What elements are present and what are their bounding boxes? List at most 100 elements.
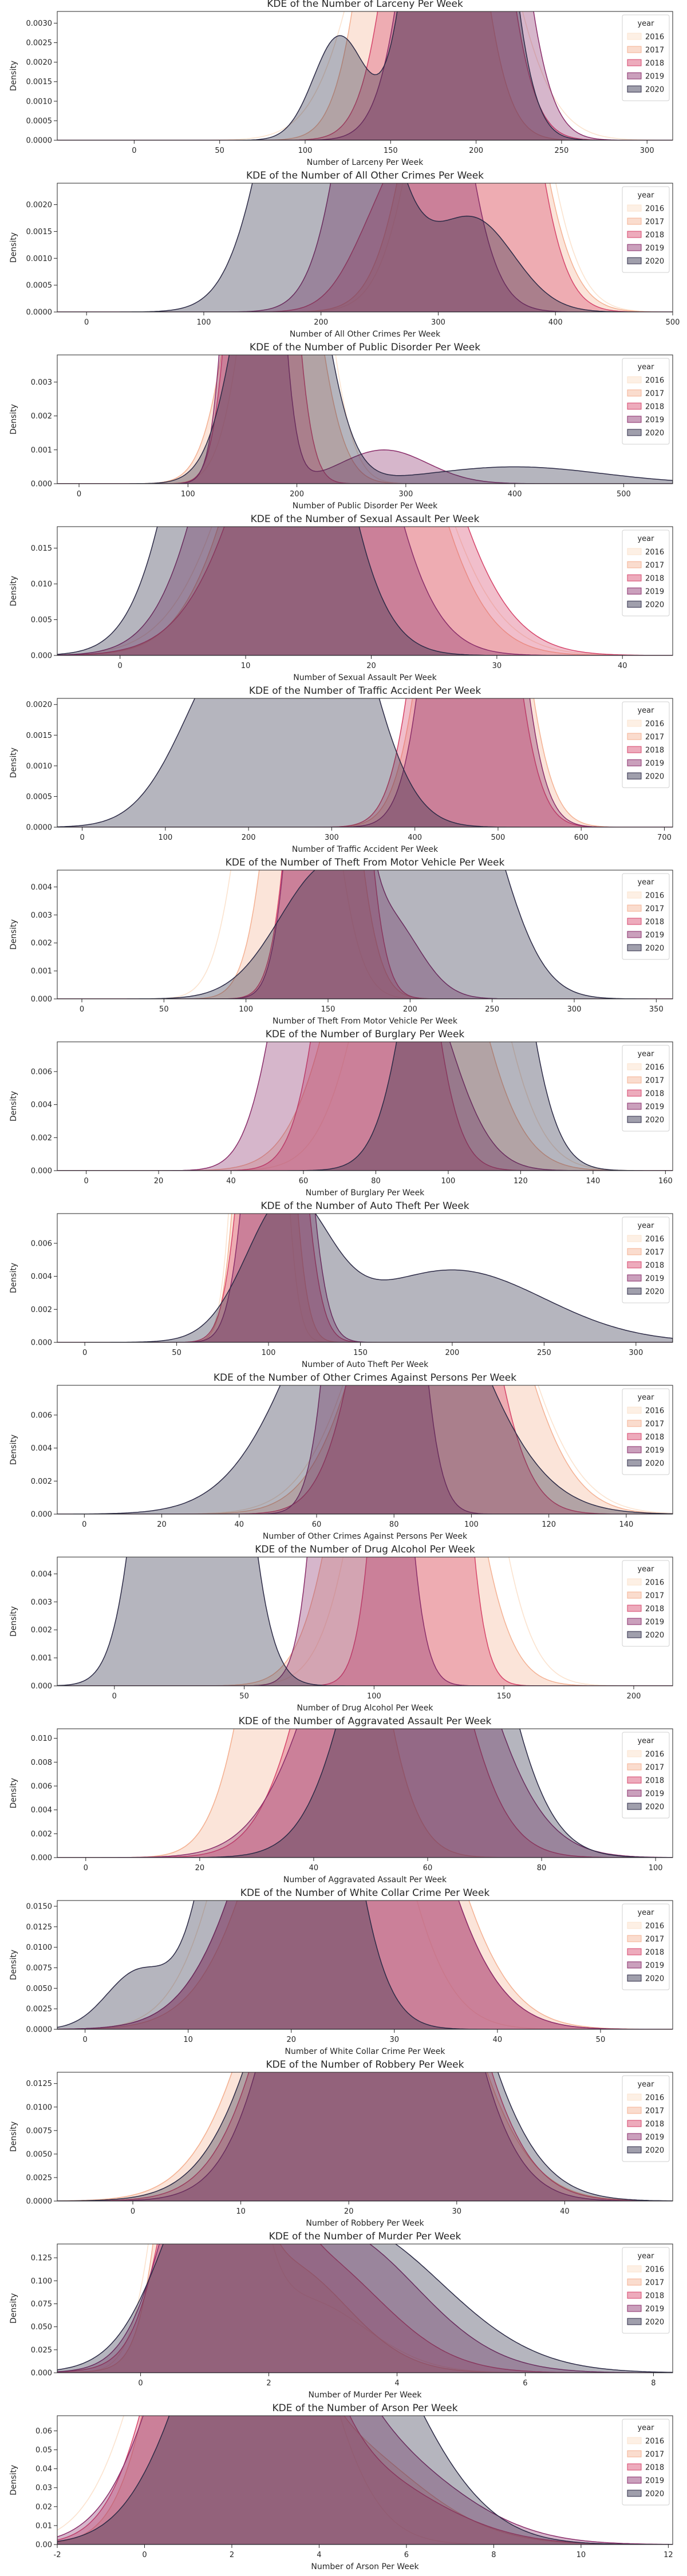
chart-panel: KDE of the Number of Murder Per Week 0 2 4 6… xyxy=(9,2231,673,2400)
chart-panel: KDE of the Number of Public Disorder Per… xyxy=(9,342,673,511)
x-tick-label: 200 xyxy=(445,1349,460,1357)
legend-swatch-2019 xyxy=(627,2305,642,2312)
x-tick-label: 250 xyxy=(554,147,568,155)
y-tick-label: 0.0005 xyxy=(26,117,53,125)
x-axis-label: Number of Theft From Motor Vehicle Per W… xyxy=(273,1017,458,1026)
legend-label-2017: 2017 xyxy=(645,905,664,914)
legend-swatch-2019 xyxy=(627,587,642,595)
legend: year 2016 2017 2018 2019 2020 xyxy=(622,1045,670,1132)
legend-title: year xyxy=(637,2252,654,2261)
x-tick-label: 10 xyxy=(236,2207,246,2216)
kde-curve-2016 xyxy=(57,527,673,655)
legend-label-2020: 2020 xyxy=(645,1288,664,1297)
legend-swatch-2020 xyxy=(627,1631,642,1638)
legend-swatch-2019 xyxy=(627,1789,642,1797)
y-tick-label: 0.0075 xyxy=(26,1964,53,1973)
kde-area-2017 xyxy=(57,1901,673,2029)
legend-label-2020: 2020 xyxy=(645,945,664,953)
plot-frame xyxy=(57,1556,673,1686)
x-tick-label: 50 xyxy=(596,2036,606,2044)
y-tick-label: 0.0075 xyxy=(26,2127,53,2135)
chart-title: KDE of the Number of Larceny Per Week xyxy=(267,0,463,10)
y-tick-label: 0.02 xyxy=(35,2503,52,2511)
x-tick-label: 20 xyxy=(154,1177,164,1186)
legend-swatch-2020 xyxy=(627,1803,642,1810)
series-group xyxy=(57,2072,673,2201)
y-tick-label: 0.025 xyxy=(31,2346,52,2354)
legend-label-2020: 2020 xyxy=(645,1631,664,1640)
legend-label-2017: 2017 xyxy=(645,1249,664,1257)
x-axis-label: Number of Murder Per Week xyxy=(309,2391,423,2400)
y-tick-label: 0.010 xyxy=(31,580,52,589)
x-tick-label: 150 xyxy=(353,1349,368,1357)
legend-label-2020: 2020 xyxy=(645,1803,664,1812)
legend-title: year xyxy=(637,191,654,200)
legend-swatch-2016 xyxy=(627,2093,642,2101)
y-tick-label: 0.008 xyxy=(31,1759,52,1767)
legend-swatch-2018 xyxy=(627,746,642,753)
legend-label-2016: 2016 xyxy=(645,720,664,729)
y-tick-label: 0.0100 xyxy=(26,1943,53,1952)
kde-curve-2016 xyxy=(57,11,673,140)
plot-frame xyxy=(57,1728,673,1858)
legend-label-2018: 2018 xyxy=(645,1605,664,1614)
legend: year 2016 2017 2018 2019 2020 xyxy=(622,1560,670,1647)
x-tick-label: 200 xyxy=(314,318,328,327)
legend-swatch-2020 xyxy=(627,1287,642,1295)
legend-label-2016: 2016 xyxy=(645,892,664,900)
x-axis-label: Number of Sexual Assault Per Week xyxy=(293,673,437,682)
series-group xyxy=(57,1729,673,1858)
legend: year 2016 2017 2018 2019 2020 xyxy=(622,2247,670,2334)
x-tick-label: 100 xyxy=(262,1349,276,1357)
kde-area-2020 xyxy=(57,1901,673,2029)
legend-swatch-2018 xyxy=(627,59,642,66)
kde-area-2020 xyxy=(57,527,673,655)
y-tick-label: 0.0025 xyxy=(26,39,53,48)
x-tick-label: 6 xyxy=(404,2551,409,2559)
x-tick-label: 0 xyxy=(118,662,123,670)
legend-label-2018: 2018 xyxy=(645,918,664,927)
legend-label-2016: 2016 xyxy=(645,1235,664,1244)
legend-swatch-2019 xyxy=(627,1618,642,1625)
x-tick-label: 60 xyxy=(423,1864,433,1872)
legend-label-2016: 2016 xyxy=(645,2266,664,2274)
x-tick-label: 10 xyxy=(183,2036,193,2044)
legend-label-2019: 2019 xyxy=(645,2134,664,2142)
y-tick-label: 0.0025 xyxy=(26,2005,53,2014)
legend-label-2016: 2016 xyxy=(645,377,664,385)
x-tick-label: 120 xyxy=(542,1520,556,1529)
x-tick-label: 500 xyxy=(491,833,506,842)
legend-label-2019: 2019 xyxy=(645,931,664,940)
x-tick-label: 700 xyxy=(657,833,672,842)
legend-swatch-2017 xyxy=(627,561,642,568)
series-group xyxy=(57,698,673,827)
legend: year 2016 2017 2018 2019 2020 xyxy=(622,2419,670,2506)
plot-frame xyxy=(57,1385,673,1515)
legend-label-2018: 2018 xyxy=(645,2292,664,2301)
x-tick-label: 300 xyxy=(629,1349,643,1357)
y-tick-label: 0.0005 xyxy=(26,282,53,290)
y-tick-label: 0.004 xyxy=(31,1444,52,1453)
x-tick-label: -2 xyxy=(54,2551,61,2559)
legend-title: year xyxy=(637,2424,654,2432)
y-tick-label: 0.0000 xyxy=(26,2198,53,2206)
y-tick-label: 0.002 xyxy=(31,939,52,948)
legend-swatch-2017 xyxy=(627,2278,642,2286)
kde-area-2019 xyxy=(57,870,673,999)
kde-area-2020 xyxy=(57,1214,673,1342)
legend-label-2017: 2017 xyxy=(645,1592,664,1601)
series-group xyxy=(57,870,673,999)
kde-area-2018 xyxy=(57,870,673,999)
chart-title: KDE of the Number of All Other Crimes Pe… xyxy=(246,170,484,181)
x-tick-label: 60 xyxy=(312,1520,322,1529)
legend-swatch-2018 xyxy=(627,1433,642,1440)
x-tick-label: 8 xyxy=(491,2551,496,2559)
legend-swatch-2020 xyxy=(627,2318,642,2325)
legend-label-2019: 2019 xyxy=(645,2477,664,2486)
x-tick-label: 500 xyxy=(666,318,680,327)
legend-swatch-2020 xyxy=(627,85,642,93)
legend-label-2017: 2017 xyxy=(645,2107,664,2116)
x-tick-label: 140 xyxy=(619,1520,633,1529)
y-tick-label: 0.0010 xyxy=(26,97,53,106)
